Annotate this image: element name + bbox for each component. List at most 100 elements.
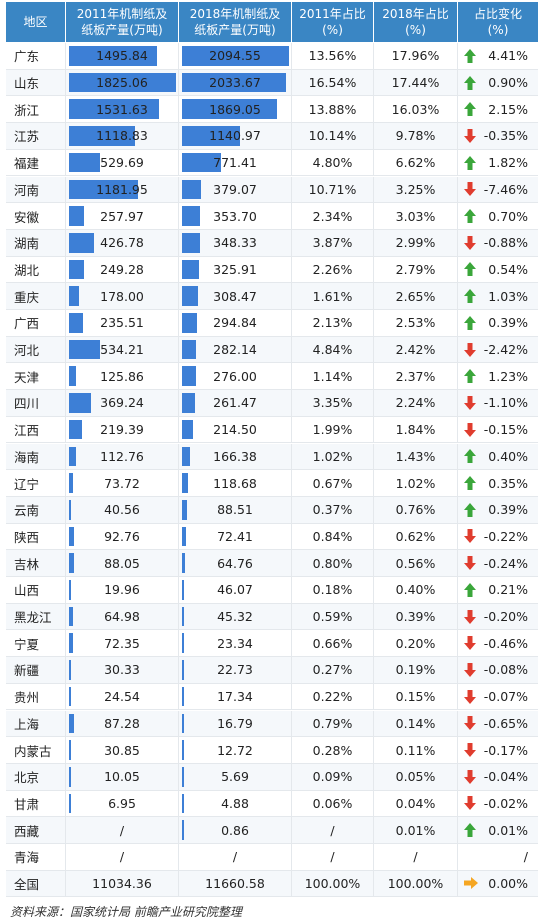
output-2011-cell: 88.05: [66, 550, 179, 576]
value-bar: [182, 526, 186, 547]
table-row: 海南 112.76 166.38 1.02% 1.43% 0.40%: [6, 443, 538, 471]
region-label: 黑龙江: [14, 610, 52, 626]
output-2018-cell: 1140.97: [179, 123, 292, 149]
value-bar: [182, 126, 241, 146]
value-label: 0.62%: [395, 528, 436, 544]
value-bar: [69, 339, 101, 360]
table-row: 北京 10.05 5.69 0.09% 0.05% -0.04%: [6, 763, 538, 791]
region-label: 广东: [14, 49, 40, 65]
share-2011-cell: 0.66%: [292, 630, 374, 657]
share-2018-cell: 6.62%: [374, 149, 458, 176]
value-label: 11660.58: [205, 876, 265, 892]
share-change-cell: 0.00%: [458, 871, 538, 897]
share-2011-cell: 3.87%: [292, 229, 374, 256]
value-label: -0.02%: [483, 795, 528, 811]
share-2011-cell: /: [292, 817, 374, 843]
share-2011-cell: 13.88%: [292, 96, 374, 123]
value-bar: [182, 72, 286, 93]
value-label: -7.46%: [483, 181, 528, 197]
share-2011-cell: 0.59%: [292, 603, 374, 630]
value-label: 1.02%: [395, 475, 436, 491]
output-2011-cell: 257.97: [66, 203, 179, 229]
output-2018-cell: 308.47: [179, 283, 292, 309]
value-label: -0.08%: [483, 662, 528, 678]
output-2011-cell: 64.98: [66, 603, 179, 630]
value-bar: [69, 72, 176, 93]
table-row: 甘肃 6.95 4.88 0.06% 0.04% -0.02%: [6, 790, 538, 818]
share-change-cell: -0.88%: [458, 230, 538, 256]
value-label: 276.00: [213, 368, 257, 384]
value-bar: [182, 366, 197, 387]
region-label: 河北: [14, 343, 40, 359]
value-label: 261.47: [213, 395, 257, 411]
region-cell: 重庆: [6, 283, 66, 309]
value-bar: [182, 553, 186, 573]
output-2018-cell: 12.72: [179, 737, 292, 763]
table-row: 四川 369.24 261.47 3.35% 2.24% -1.10%: [6, 390, 538, 417]
output-2011-cell: 1825.06: [66, 69, 179, 96]
share-2011-cell: 0.80%: [292, 550, 374, 576]
output-2011-cell: 87.28: [66, 710, 179, 737]
header-share-change: 占比变化 (%): [458, 2, 538, 42]
value-label: 178.00: [100, 288, 144, 304]
table-row: 广东 1495.84 2094.55 13.56% 17.96% 4.41%: [6, 43, 538, 70]
output-2018-cell: 5.69: [179, 763, 292, 790]
value-bar: [182, 713, 184, 734]
share-2011-cell: 0.06%: [292, 790, 374, 817]
value-label: 10.14%: [308, 128, 357, 144]
region-label: 河南: [14, 182, 40, 198]
value-label: 0.35%: [488, 475, 528, 491]
output-2011-cell: 235.51: [66, 310, 179, 336]
output-2018-cell: 118.68: [179, 470, 292, 496]
arrow-right-icon: [464, 876, 478, 891]
value-bar: [69, 313, 83, 333]
share-change-cell: -0.15%: [458, 417, 538, 443]
table-row: 天津 125.86 276.00 1.14% 2.37% 1.23%: [6, 363, 538, 391]
value-label: 10.71%: [308, 181, 357, 197]
value-label: 0.39%: [488, 315, 528, 331]
value-bar: [69, 580, 71, 600]
arrow-down-icon: [464, 662, 476, 677]
share-2011-cell: 10.14%: [292, 123, 374, 149]
share-2011-cell: 0.22%: [292, 683, 374, 710]
output-2018-cell: 348.33: [179, 229, 292, 256]
region-cell: 吉林: [6, 550, 66, 576]
value-label: 348.33: [213, 235, 257, 251]
output-2018-cell: 88.51: [179, 496, 292, 523]
value-bar: [182, 99, 278, 120]
output-2011-cell: 11034.36: [66, 870, 179, 897]
value-label: 369.24: [100, 395, 144, 411]
value-label: 64.98: [104, 609, 140, 625]
value-label: 40.56: [104, 502, 140, 518]
arrow-up-icon: [464, 48, 476, 63]
region-label: 重庆: [14, 289, 40, 305]
value-bar: [69, 713, 75, 734]
share-2011-cell: 1.02%: [292, 443, 374, 470]
share-change-cell: -0.04%: [458, 764, 538, 790]
value-label: 0.01%: [488, 822, 528, 838]
value-label: 379.07: [213, 181, 257, 197]
table-row: 新疆 30.33 22.73 0.27% 0.19% -0.08%: [6, 657, 538, 684]
value-label: 0.66%: [312, 635, 353, 651]
value-label: 1.99%: [312, 422, 353, 438]
output-2018-cell: 1869.05: [179, 96, 292, 123]
value-label: 426.78: [100, 235, 144, 251]
share-change-cell: 2.15%: [458, 96, 538, 122]
value-label: 235.51: [100, 315, 144, 331]
value-bar: [69, 99, 159, 120]
value-bar: [182, 152, 222, 173]
share-2011-cell: 3.35%: [292, 390, 374, 416]
value-label: 0.79%: [312, 715, 353, 731]
share-2018-cell: 0.20%: [374, 630, 458, 657]
value-label: 64.76: [217, 555, 253, 571]
value-bar: [69, 259, 84, 280]
value-label: 1140.97: [209, 128, 261, 144]
share-change-cell: 0.90%: [458, 70, 538, 96]
arrow-up-icon: [464, 582, 476, 597]
output-2011-cell: 112.76: [66, 443, 179, 470]
value-label: -0.24%: [483, 555, 528, 571]
value-label: 219.39: [100, 422, 144, 438]
value-label: 0.40%: [395, 582, 436, 598]
share-2018-cell: 1.84%: [374, 416, 458, 443]
share-2011-cell: 0.37%: [292, 496, 374, 523]
